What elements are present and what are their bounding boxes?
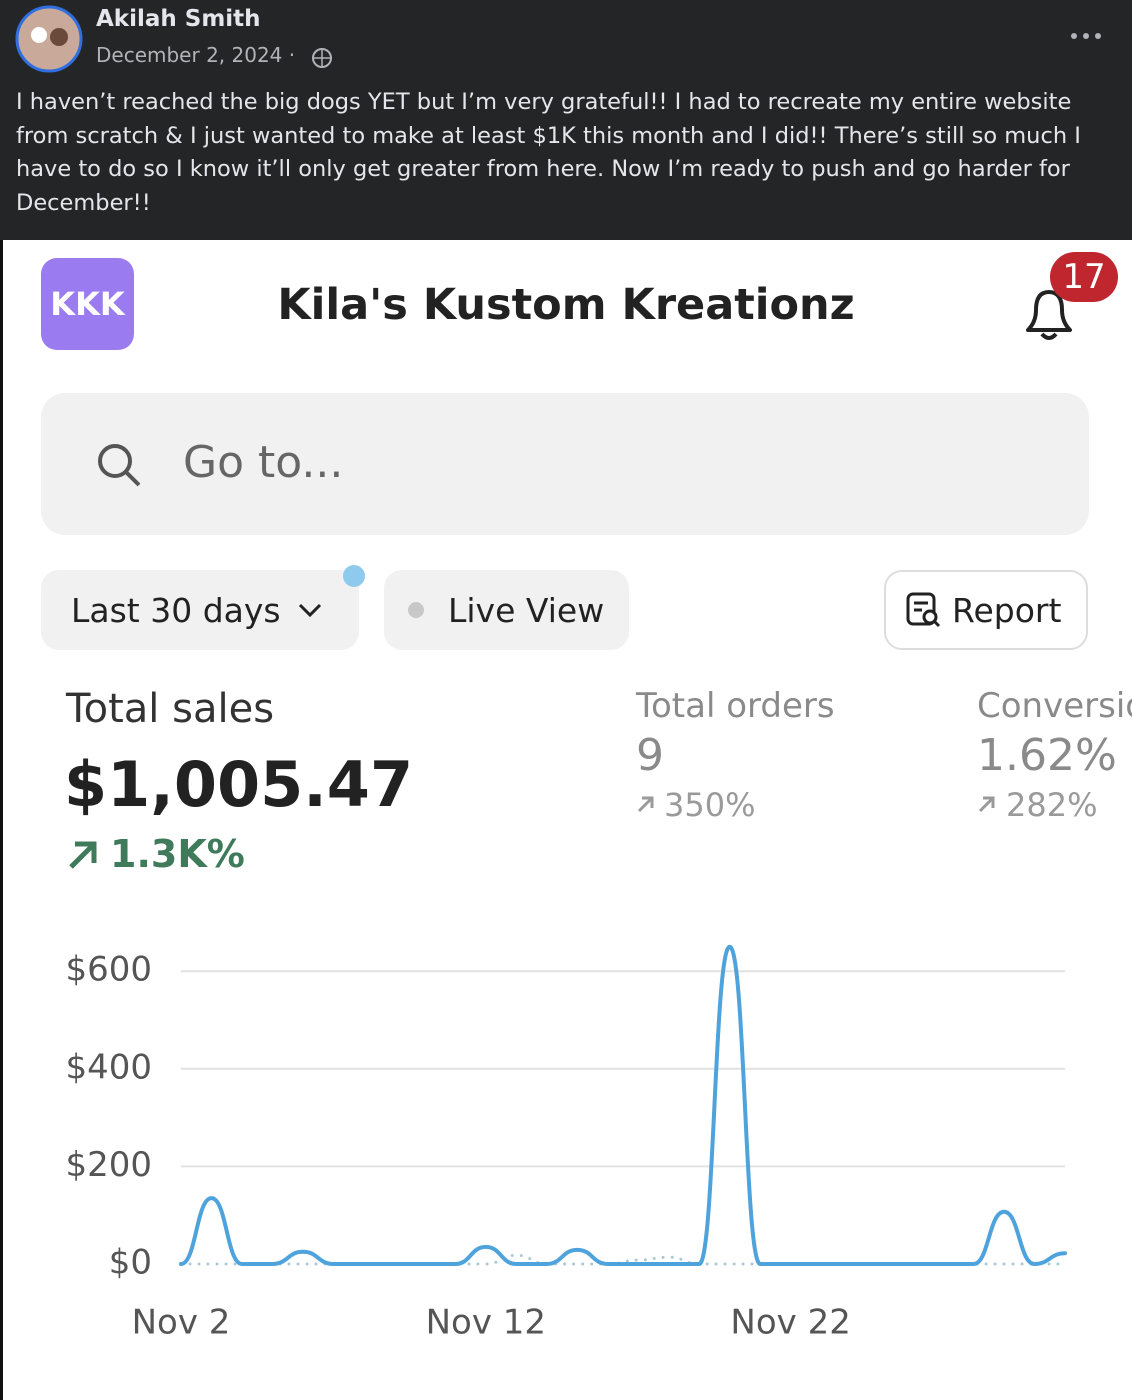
store-title: Kila's Kustom Kreationz <box>277 280 855 330</box>
metric-label: Total sales <box>66 686 275 732</box>
metric-change: 350% <box>664 786 756 824</box>
post-text: I haven’t reached the big dogs YET but I… <box>16 89 1081 216</box>
range-button[interactable]: Last 30 days <box>41 570 359 650</box>
search-placeholder: Go to... <box>183 437 344 488</box>
metric-label: Total orders <box>636 686 835 726</box>
up-arrow <box>978 796 995 813</box>
metric-change: 282% <box>1006 786 1098 824</box>
range-dot <box>343 565 365 587</box>
search-bar[interactable]: Go to... <box>41 393 1089 535</box>
logo: KKK <box>41 258 134 350</box>
up-arrow <box>69 841 97 869</box>
report-icon <box>906 592 941 628</box>
date[interactable]: December 2, 2024 · <box>96 43 296 67</box>
more-button[interactable] <box>1068 26 1104 46</box>
live-view-label: Live View <box>448 590 605 630</box>
audience-icon <box>312 48 332 68</box>
y-tick-label: $0 <box>109 1243 152 1283</box>
live-dot <box>408 602 424 618</box>
chevron <box>298 603 321 618</box>
metric-clip: Conversion rate <box>977 686 1132 726</box>
live-view-button[interactable]: Live View <box>384 570 629 650</box>
metric-change: 1.3K% <box>110 832 245 876</box>
sales-chart: $0 $200 $400 $600 Nov 2 Nov 12 Nov 22 <box>65 944 1067 1343</box>
y-tick-label: $600 <box>65 950 152 990</box>
notification-badge: 17 <box>1050 252 1118 302</box>
post-header: Akilah Smith December 2, 2024 · I haven’… <box>0 0 1132 240</box>
x-tick-label: Nov 2 <box>132 1303 231 1343</box>
metric-value: 1.62% <box>977 730 1117 781</box>
y-tick-label: $400 <box>65 1047 152 1087</box>
report-button[interactable]: Report <box>884 570 1088 650</box>
metric-value: 9 <box>636 730 664 781</box>
search-icon <box>98 444 141 487</box>
metric-value: $1,005.47 <box>64 748 414 821</box>
report-label: Report <box>952 590 1062 630</box>
author[interactable]: Akilah Smith <box>96 6 261 32</box>
avatar[interactable] <box>15 5 83 73</box>
range-label: Last 30 days <box>71 590 281 630</box>
bell-icon[interactable] <box>1016 280 1082 346</box>
up-arrow <box>637 796 654 813</box>
x-tick-label: Nov 22 <box>730 1303 850 1343</box>
metric-label: Conversion rate <box>977 686 1132 726</box>
series-line <box>179 944 1067 1267</box>
y-tick-label: $200 <box>65 1145 152 1185</box>
x-tick-label: Nov 12 <box>426 1303 546 1343</box>
